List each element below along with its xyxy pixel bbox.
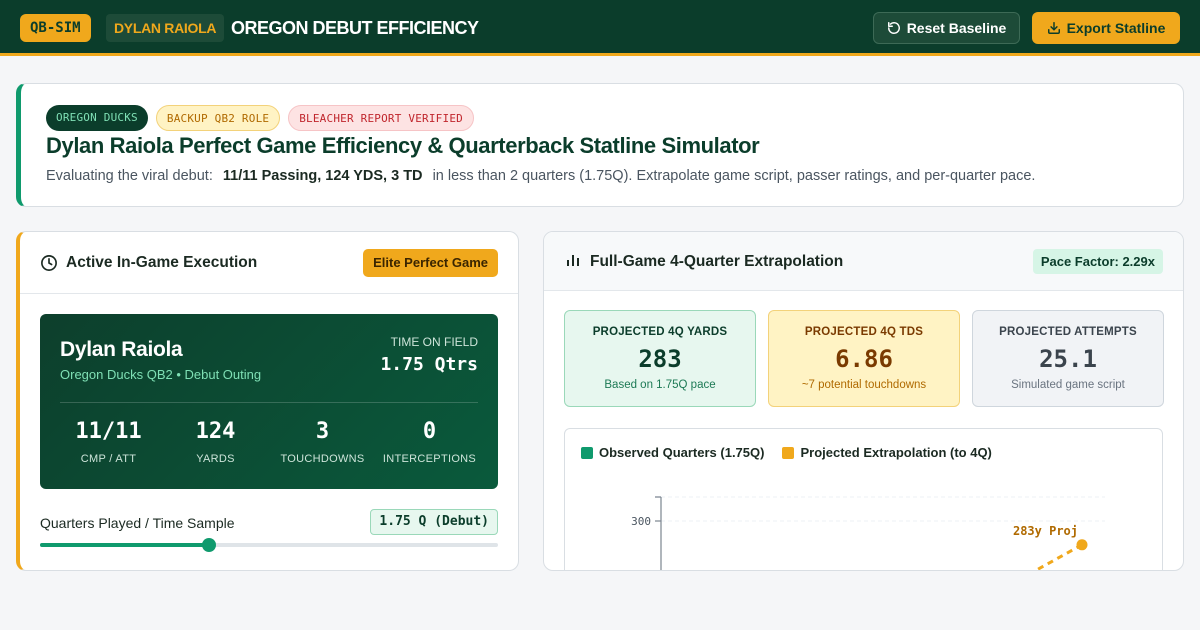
reset-icon	[887, 21, 901, 35]
projection-label: PROJECTED 4Q TDS	[804, 326, 924, 338]
time-on-field-value: 1.75 Qtrs	[380, 354, 478, 375]
projection-value: 25.1	[1039, 345, 1097, 373]
export-statline-button[interactable]: Export Statline	[1032, 12, 1180, 44]
execution-panel-title: Active In-Game Execution	[66, 254, 258, 271]
subtitle-prefix: Evaluating the viral debut:	[46, 168, 213, 184]
player-name: Dylan Raiola	[60, 338, 183, 361]
extrapolation-panel-header: Full-Game 4-Quarter Extrapolation Pace F…	[544, 232, 1183, 291]
projection-value: 283	[638, 345, 682, 373]
stat-interceptions: 0 INTERCEPTIONS	[376, 418, 483, 466]
download-icon	[1047, 21, 1061, 35]
clock-icon	[40, 254, 58, 272]
quarters-slider-thumb[interactable]	[202, 538, 217, 552]
projection-label: PROJECTED ATTEMPTS	[999, 326, 1137, 338]
extrapolation-panel: Full-Game 4-Quarter Extrapolation Pace F…	[543, 231, 1184, 571]
tag-row: OREGON DUCKS BACKUP QB2 ROLE BLEACHER RE…	[46, 105, 474, 131]
projection-annotation: 283y Proj	[1013, 524, 1078, 538]
stat-value: 11/11	[75, 419, 142, 444]
projection-value: 6.86	[835, 345, 893, 373]
subtitle-statline: 11/11 Passing, 124 YDS, 3 TD	[222, 168, 423, 184]
stat-touchdowns: 3 TOUCHDOWNS	[269, 418, 376, 466]
hero-card: OREGON DUCKS BACKUP QB2 ROLE BLEACHER RE…	[16, 83, 1184, 207]
stat-label: INTERCEPTIONS	[382, 453, 477, 465]
quarters-slider-fill	[40, 543, 210, 547]
player-team: Oregon Ducks QB2 • Debut Outing	[60, 367, 262, 382]
export-statline-label: Export Statline	[1066, 20, 1166, 36]
time-on-field-label: TIME ON FIELD	[390, 335, 478, 349]
elite-badge: Elite Perfect Game	[363, 249, 498, 277]
stat-label: CMP / ATT	[80, 453, 137, 465]
stat-value: 124	[195, 419, 236, 444]
stat-value: 0	[422, 419, 437, 444]
stat-yards: 124 YARDS	[162, 418, 269, 466]
projected-line	[1033, 543, 1083, 570]
legend-swatch-projected	[782, 447, 795, 459]
tag-verified: BLEACHER REPORT VERIFIED	[288, 105, 474, 131]
projected-yards-card: PROJECTED 4Q YARDS 283 Based on 1.75Q pa…	[564, 310, 756, 407]
execution-panel-header: Active In-Game Execution Elite Perfect G…	[20, 232, 518, 294]
projected-end-point	[1076, 539, 1088, 551]
tag-oregon-ducks: OREGON DUCKS	[46, 105, 148, 131]
y-tick-label: 300	[631, 515, 651, 528]
reset-baseline-label: Reset Baseline	[906, 20, 1007, 36]
subtitle-suffix: in less than 2 quarters (1.75Q). Extrapo…	[432, 168, 1036, 184]
brand-logo: QB-SIM	[20, 14, 91, 42]
execution-panel: Active In-Game Execution Elite Perfect G…	[16, 231, 519, 571]
legend-item-projected: Projected Extrapolation (to 4Q)	[782, 445, 992, 461]
tag-backup-role: BACKUP QB2 ROLE	[155, 105, 281, 131]
legend-label-projected: Projected Extrapolation (to 4Q)	[800, 445, 992, 460]
projection-cards: PROJECTED 4Q YARDS 283 Based on 1.75Q pa…	[564, 310, 1164, 407]
page-title: Dylan Raiola Perfect Game Efficiency & Q…	[46, 133, 760, 158]
projection-chart: 300 283y Proj Observed Quarters (1.75Q) P…	[564, 428, 1163, 570]
stat-label: TOUCHDOWNS	[280, 453, 365, 465]
stat-value: 3	[315, 419, 330, 444]
pace-factor-badge: Pace Factor: 2.29x	[1032, 249, 1163, 274]
stat-label: YARDS	[196, 453, 235, 465]
page-subtitle: Evaluating the viral debut: 11/11 Passin…	[46, 166, 1035, 186]
projection-label: PROJECTED 4Q YARDS	[592, 326, 728, 338]
app-title: OREGON DEBUT EFFICIENCY	[231, 18, 479, 38]
extrapolation-panel-title: Full-Game 4-Quarter Extrapolation	[590, 253, 844, 270]
legend-swatch-observed	[581, 447, 593, 459]
chart-legend: Observed Quarters (1.75Q) Projected Extr…	[581, 445, 992, 461]
stat-divider	[60, 402, 478, 403]
quarters-slider-value: 1.75 Q (Debut)	[370, 509, 498, 535]
projection-note: Based on 1.75Q pace	[604, 379, 716, 391]
quarters-slider-label: Quarters Played / Time Sample	[40, 515, 235, 531]
projection-note: ~7 potential touchdowns	[801, 379, 927, 391]
legend-item-observed: Observed Quarters (1.75Q)	[581, 445, 764, 461]
projection-note: Simulated game script	[1011, 379, 1125, 391]
stat-completions: 11/11 CMP / ATT	[55, 418, 162, 466]
quarters-slider[interactable]	[40, 538, 498, 552]
projected-attempts-card: PROJECTED ATTEMPTS 25.1 Simulated game s…	[972, 310, 1164, 407]
chart-canvas: 300 283y Proj	[631, 496, 1105, 570]
player-stat-card: Dylan Raiola Oregon Ducks QB2 • Debut Ou…	[40, 314, 498, 489]
player-chip: DYLAN RAIOLA	[106, 14, 225, 42]
stat-row: 11/11 CMP / ATT 124 YARDS 3 TOUCHDOWNS 0…	[55, 418, 483, 466]
bar-chart-icon	[566, 253, 580, 267]
reset-baseline-button[interactable]: Reset Baseline	[873, 12, 1020, 44]
top-bar: QB-SIM DYLAN RAIOLA OREGON DEBUT EFFICIE…	[0, 0, 1200, 56]
legend-label-observed: Observed Quarters (1.75Q)	[599, 445, 765, 460]
projected-tds-card: PROJECTED 4Q TDS 6.86 ~7 potential touch…	[768, 310, 960, 407]
